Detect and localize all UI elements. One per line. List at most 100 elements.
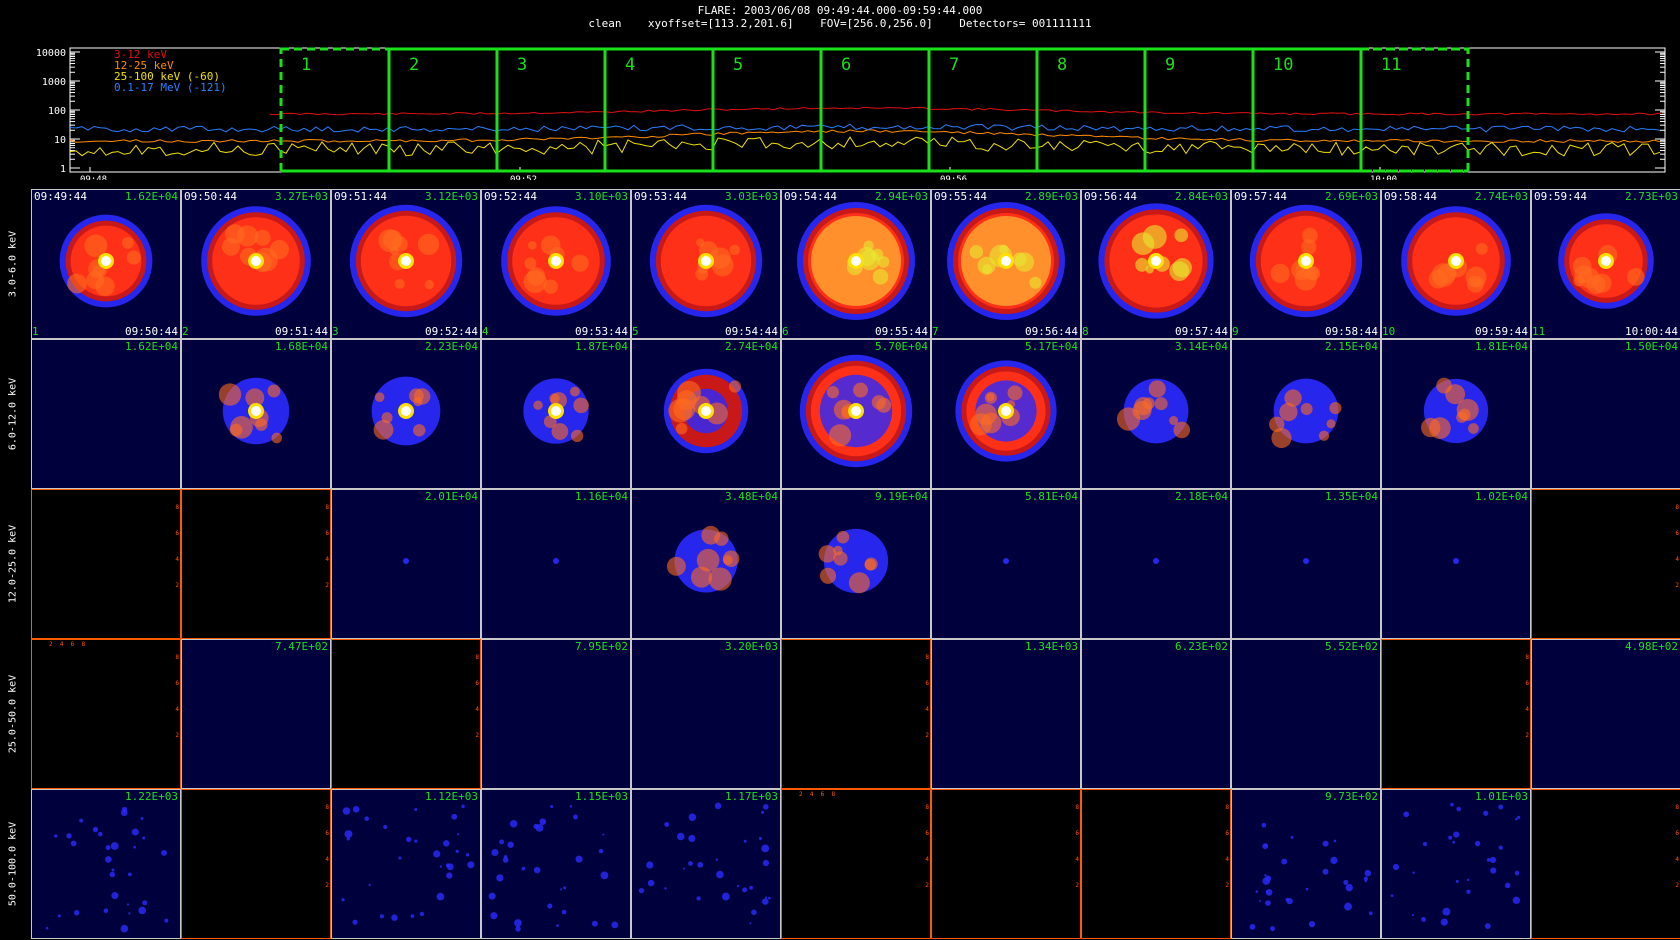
interval-start-time: 09:58:44 xyxy=(1384,190,1437,203)
peak-flux-label: 3.20E+03 xyxy=(725,640,778,653)
peak-flux-label: 3.27E+03 xyxy=(275,190,328,203)
interval-number: 9 xyxy=(1165,55,1175,75)
peak-flux-label: 5.70E+04 xyxy=(875,340,928,353)
energy-band-label: 25.0-50.0 keV xyxy=(2,639,24,789)
peak-flux-label: 1.50E+04 xyxy=(1625,340,1678,353)
source-emission xyxy=(45,806,169,933)
peak-flux-label: 2.23E+04 xyxy=(425,340,478,353)
interval-index: 3 xyxy=(332,325,339,338)
interval-number: 4 xyxy=(625,55,635,75)
interval-number: 6 xyxy=(841,55,851,75)
interval-end-time: 09:54:44 xyxy=(725,325,778,338)
peak-flux-label: 1.22E+03 xyxy=(125,790,178,803)
source-emission xyxy=(1303,558,1309,564)
source-emission xyxy=(1401,206,1511,316)
clean-image-panel: 1.62E+04 xyxy=(31,339,181,489)
source-emission xyxy=(481,639,631,789)
source-emission xyxy=(403,558,409,564)
peak-flux-label: 4.98E+02 xyxy=(1625,640,1678,653)
interval-index: 4 xyxy=(482,325,489,338)
curve-3-12-kev xyxy=(269,106,1663,116)
lightcurve-plot: 10000 1000 100 10 1 09:48 09:52 09:56 10:00 3-12 … xyxy=(36,47,1666,180)
empty-panel-x-ticks: 2 4 6 8 xyxy=(799,791,836,798)
clean-image-panel: 7.95E+02 xyxy=(481,639,631,789)
peak-flux-label: 1.62E+04 xyxy=(125,340,178,353)
clean-image-panel: 1.02E+04 xyxy=(1381,489,1531,639)
peak-flux-label: 2.18E+04 xyxy=(1175,490,1228,503)
peak-flux-label: 7.95E+02 xyxy=(575,640,628,653)
interval-number: 3 xyxy=(517,55,527,75)
peak-flux-label: 1.15E+03 xyxy=(575,790,628,803)
clean-image-panel: 6.23E+02 xyxy=(1081,639,1231,789)
source-emission xyxy=(553,558,559,564)
source-emission xyxy=(1081,639,1231,789)
interval-end-time: 09:51:44 xyxy=(275,325,328,338)
source-emission xyxy=(1153,558,1159,564)
curve-12-25-kev xyxy=(69,129,1661,143)
curve-25-100-kev xyxy=(69,136,1661,157)
peak-flux-label: 1.87E+04 xyxy=(575,340,628,353)
energy-band-label: 6.0-12.0 keV xyxy=(2,339,24,489)
peak-flux-label: 6.23E+02 xyxy=(1175,640,1228,653)
interval-start-time: 09:50:44 xyxy=(184,190,237,203)
interval-number: 11 xyxy=(1381,55,1401,75)
peak-flux-label: 3.03E+03 xyxy=(725,190,778,203)
image-grid: 1.62E+04 09:49:44 09:50:44 1 3.27E+03 09:50:4… xyxy=(31,189,1680,940)
source-emission xyxy=(638,802,771,925)
peak-flux-label: 2.74E+03 xyxy=(1475,190,1528,203)
interval-number: 8 xyxy=(1057,55,1067,75)
clean-image-panel: 3.20E+03 xyxy=(631,639,781,789)
clean-image-panel: 1.16E+04 xyxy=(481,489,631,639)
peak-flux-label: 1.62E+04 xyxy=(125,190,178,203)
interval-start-time: 09:56:44 xyxy=(1084,190,1137,203)
interval-start-time: 09:53:44 xyxy=(634,190,687,203)
clean-image-panel: 2.89E+03 09:55:44 09:56:44 7 xyxy=(931,189,1081,339)
clean-image-panel: 1.50E+04 xyxy=(1531,339,1680,489)
source-emission xyxy=(371,376,441,446)
source-emission xyxy=(31,339,181,489)
clean-image-panel: 1.68E+04 xyxy=(181,339,331,489)
clean-image-panel: 1.17E+03 xyxy=(631,789,781,939)
peak-flux-label: 5.17E+04 xyxy=(1025,340,1078,353)
empty-panel-x-ticks: 2 4 6 8 xyxy=(49,641,86,648)
source-emission xyxy=(955,360,1057,462)
interval-end-time: 09:55:44 xyxy=(875,325,928,338)
peak-flux-label: 7.47E+02 xyxy=(275,640,328,653)
source-emission xyxy=(1098,203,1214,319)
clean-image-panel: 1.34E+03 xyxy=(931,639,1081,789)
energy-band-text: 12.0-25.0 keV xyxy=(7,524,19,604)
source-emission xyxy=(1453,558,1459,564)
energy-band-text: 3.0-6.0 keV xyxy=(7,230,19,298)
clean-image-panel: 2.74E+04 xyxy=(631,339,781,489)
clean-image-panel: 9.73E+02 xyxy=(1231,789,1381,939)
source-emission xyxy=(631,639,781,789)
clean-image-panel: 3.27E+03 09:50:44 09:51:44 2 xyxy=(181,189,331,339)
clean-image-panel: 1.01E+03 xyxy=(1381,789,1531,939)
source-emission xyxy=(201,206,311,316)
source-emission xyxy=(349,204,463,318)
energy-band-label: 50.0-100.0 keV xyxy=(2,789,24,939)
interval-index: 9 xyxy=(1232,325,1239,338)
peak-flux-label: 2.89E+03 xyxy=(1025,190,1078,203)
clean-image-panel: 4.98E+02 xyxy=(1531,639,1680,789)
peak-flux-label: 2.15E+04 xyxy=(1325,340,1378,353)
source-emission xyxy=(1116,378,1191,444)
source-emission xyxy=(1003,558,1009,564)
clean-image-panel: 2.15E+04 xyxy=(1231,339,1381,489)
clean-image-panel: 2.84E+03 09:56:44 09:57:44 8 xyxy=(1081,189,1231,339)
peak-flux-label: 5.81E+04 xyxy=(1025,490,1078,503)
legend-entry: 3-12 keV xyxy=(114,48,167,61)
peak-flux-label: 1.34E+03 xyxy=(1025,640,1078,653)
legend-entry: 0.1-17 MeV (-121) xyxy=(114,81,227,94)
source-emission xyxy=(218,377,290,445)
